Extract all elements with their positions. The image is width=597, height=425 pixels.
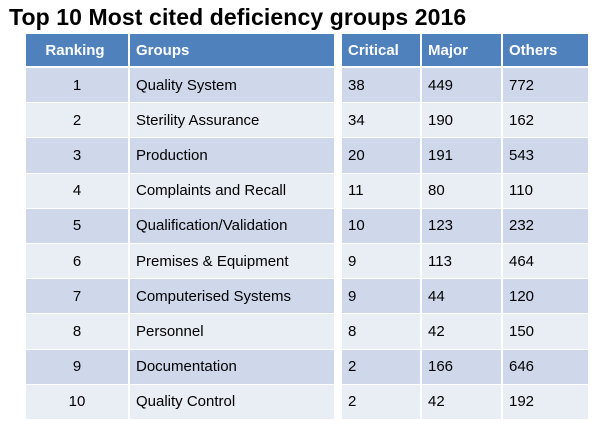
others-cell: 772 [503, 68, 588, 104]
table-row: 3 Production [26, 138, 334, 174]
table-row: 5 Qualification/Validation [26, 208, 334, 244]
group-cell: Complaints and Recall [130, 173, 334, 209]
counts-table: Critical Major Others 38 449 772 34 190 162 20… [342, 34, 588, 420]
others-cell: 646 [503, 349, 588, 385]
group-cell: Premises & Equipment [130, 243, 334, 280]
ranking-cell: 9 [26, 349, 130, 385]
critical-cell: 2 [342, 384, 422, 420]
page-title: Top 10 Most cited deficiency groups 2016 [9, 4, 467, 30]
table-row: 10 Quality Control [26, 384, 334, 420]
group-cell: Qualification/Validation [130, 208, 334, 244]
critical-cell: 34 [342, 103, 422, 139]
others-cell: 162 [503, 103, 588, 139]
ranking-cell: 10 [26, 384, 130, 420]
others-cell: 543 [503, 138, 588, 174]
major-cell: 166 [422, 349, 503, 385]
critical-cell: 11 [342, 173, 422, 209]
table-row: 7 Computerised Systems [26, 279, 334, 315]
critical-cell: 8 [342, 314, 422, 350]
group-cell: Quality Control [130, 384, 334, 420]
ranking-cell: 1 [26, 68, 130, 104]
major-cell: 44 [422, 279, 503, 315]
groups-header: Groups [130, 34, 334, 68]
table-row: 11 80 110 [342, 173, 588, 209]
ranking-cell: 3 [26, 138, 130, 174]
critical-cell: 9 [342, 243, 422, 280]
critical-cell: 2 [342, 349, 422, 385]
ranking-cell: 8 [26, 314, 130, 350]
others-header: Others [503, 34, 588, 68]
table-row: 2 166 646 [342, 349, 588, 385]
others-cell: 232 [503, 208, 588, 244]
major-cell: 123 [422, 208, 503, 244]
table-row: 9 113 464 [342, 243, 588, 280]
group-cell: Sterility Assurance [130, 103, 334, 139]
table-row: 1 Quality System [26, 68, 334, 104]
table-row: 8 Personnel [26, 314, 334, 350]
table-row: 10 123 232 [342, 208, 588, 244]
table-header-row: Critical Major Others [342, 34, 588, 68]
rank-groups-table: Ranking Groups 1 Quality System 2 Sterility… [26, 34, 334, 420]
group-cell: Computerised Systems [130, 279, 334, 315]
table-row: 34 190 162 [342, 103, 588, 139]
others-cell: 120 [503, 279, 588, 315]
ranking-header: Ranking [26, 34, 130, 68]
others-cell: 150 [503, 314, 588, 350]
ranking-cell: 5 [26, 208, 130, 244]
others-cell: 192 [503, 384, 588, 420]
major-cell: 113 [422, 243, 503, 280]
critical-cell: 10 [342, 208, 422, 244]
ranking-cell: 2 [26, 103, 130, 139]
group-cell: Personnel [130, 314, 334, 350]
table-row: 8 42 150 [342, 314, 588, 350]
major-cell: 191 [422, 138, 503, 174]
group-cell: Production [130, 138, 334, 174]
major-cell: 190 [422, 103, 503, 139]
major-cell: 449 [422, 68, 503, 104]
table-row: 20 191 543 [342, 138, 588, 174]
others-cell: 110 [503, 173, 588, 209]
table-row: 4 Complaints and Recall [26, 173, 334, 209]
group-cell: Quality System [130, 68, 334, 104]
major-cell: 42 [422, 384, 503, 420]
major-cell: 80 [422, 173, 503, 209]
critical-header: Critical [342, 34, 422, 68]
group-cell: Documentation [130, 349, 334, 385]
major-header: Major [422, 34, 503, 68]
critical-cell: 38 [342, 68, 422, 104]
table-row: 9 Documentation [26, 349, 334, 385]
ranking-cell: 7 [26, 279, 130, 315]
table-header-row: Ranking Groups [26, 34, 334, 68]
table-row: 2 Sterility Assurance [26, 103, 334, 139]
major-cell: 42 [422, 314, 503, 350]
critical-cell: 20 [342, 138, 422, 174]
others-cell: 464 [503, 243, 588, 280]
ranking-cell: 6 [26, 243, 130, 280]
table-row: 2 42 192 [342, 384, 588, 420]
table-row: 38 449 772 [342, 68, 588, 104]
critical-cell: 9 [342, 279, 422, 315]
table-row: 6 Premises & Equipment [26, 243, 334, 280]
table-row: 9 44 120 [342, 279, 588, 315]
ranking-cell: 4 [26, 173, 130, 209]
